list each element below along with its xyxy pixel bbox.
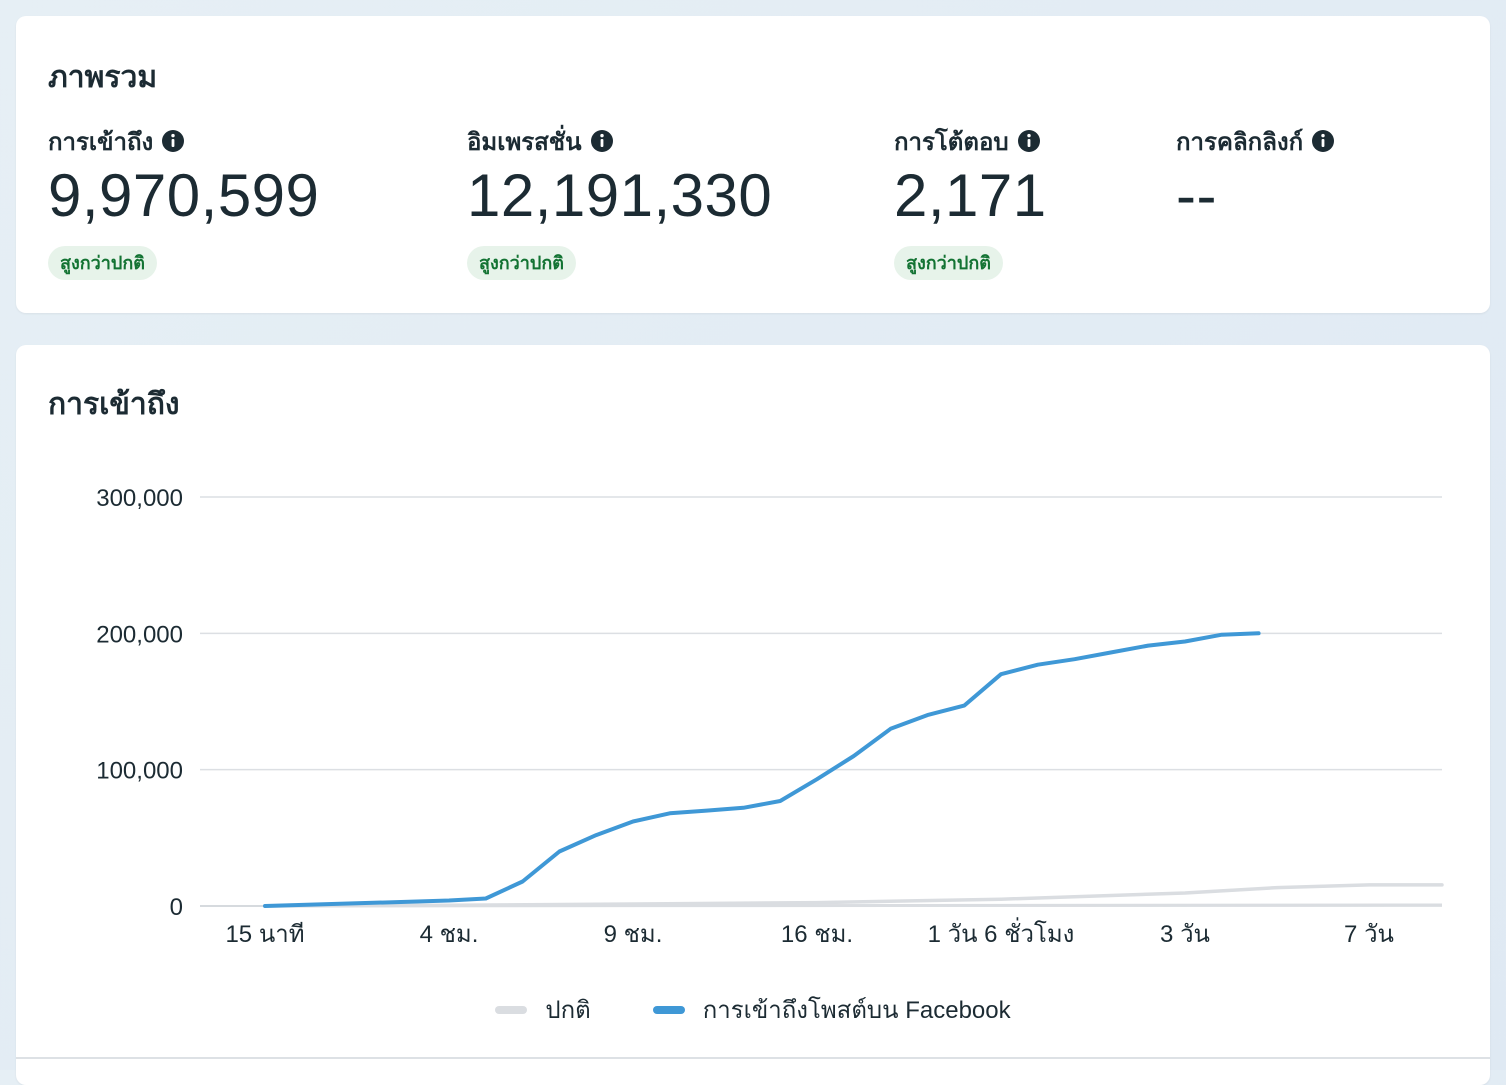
metric-link-clicks-value: -- bbox=[1176, 162, 1217, 229]
y-tick-label: 0 bbox=[170, 894, 183, 921]
metric-impressions-label-row: อิมเพรสชั่น bbox=[467, 124, 772, 158]
info-icon[interactable] bbox=[1017, 129, 1041, 153]
reach-chart-title: การเข้าถึง bbox=[48, 388, 180, 421]
legend-label-post-reach: การเข้าถึงโพสต์บน Facebook bbox=[702, 997, 1011, 1024]
reach-chart-card: การเข้าถึง 0 100,000 200,000 300,000 15 นาที… bbox=[16, 345, 1490, 1085]
metric-reach: การเข้าถึง 9,970,599 สูงกว่าปกติ bbox=[48, 124, 319, 280]
legend-swatch-baseline bbox=[495, 1005, 528, 1014]
x-tick-label: 4 ชม. bbox=[420, 921, 479, 948]
metric-engagement-value: 2,171 bbox=[894, 162, 1047, 229]
metric-link-clicks-label-row: การคลิกลิงก์ bbox=[1176, 124, 1335, 158]
card-bottom-divider bbox=[16, 1057, 1490, 1059]
series-line-post-reach bbox=[263, 631, 1261, 908]
metric-link-clicks: การคลิกลิงก์ -- bbox=[1176, 124, 1335, 230]
metric-engagement-label: การโต้ตอบ bbox=[894, 128, 1009, 156]
metric-impressions: อิมเพรสชั่น 12,191,330 สูงกว่าปกติ bbox=[467, 124, 772, 280]
legend-item-post-reach[interactable]: การเข้าถึงโพสต์บน Facebook bbox=[652, 990, 1011, 1029]
overview-title: ภาพรวม bbox=[48, 61, 158, 94]
reach-chart-svg: 0 100,000 200,000 300,000 15 นาที 4 ชม. 9 ชม. 1… bbox=[96, 485, 1444, 948]
x-tick-label: 1 วัน 6 ชั่วโมง bbox=[928, 917, 1075, 948]
x-tick-label: 9 ชม. bbox=[604, 921, 663, 948]
info-icon[interactable] bbox=[161, 129, 185, 153]
y-tick-label: 100,000 bbox=[96, 758, 183, 785]
info-icon[interactable] bbox=[590, 129, 614, 153]
legend-item-baseline[interactable]: ปกติ bbox=[495, 990, 591, 1029]
legend-label-baseline: ปกติ bbox=[545, 997, 591, 1024]
metric-reach-label: การเข้าถึง bbox=[48, 128, 154, 156]
x-tick-label: 7 วัน bbox=[1344, 921, 1394, 948]
y-tick-label: 200,000 bbox=[96, 621, 183, 648]
x-tick-label: 3 วัน bbox=[1160, 921, 1210, 948]
metric-reach-label-row: การเข้าถึง bbox=[48, 124, 319, 158]
metric-reach-badge: สูงกว่าปกติ bbox=[48, 246, 157, 280]
metric-engagement-badge: สูงกว่าปกติ bbox=[894, 246, 1003, 280]
overview-card: ภาพรวม การเข้าถึง 9,970,599 สูงกว่าปกติ … bbox=[16, 16, 1490, 313]
x-tick-label: 15 นาที bbox=[225, 921, 304, 948]
metric-engagement-label-row: การโต้ตอบ bbox=[894, 124, 1047, 158]
metric-impressions-value: 12,191,330 bbox=[467, 162, 773, 229]
chart-legend: ปกติ การเข้าถึงโพสต์บน Facebook bbox=[16, 990, 1490, 1029]
y-tick-label: 300,000 bbox=[96, 485, 183, 512]
series-line-baseline bbox=[263, 883, 1444, 908]
metric-link-clicks-label: การคลิกลิงก์ bbox=[1176, 128, 1304, 156]
metric-engagement: การโต้ตอบ 2,171 สูงกว่าปกติ bbox=[894, 124, 1047, 280]
reach-chart: 0 100,000 200,000 300,000 15 นาที 4 ชม. 9 ชม. 1… bbox=[16, 345, 1490, 1070]
info-icon[interactable] bbox=[1311, 129, 1335, 153]
metric-impressions-label: อิมเพรสชั่น bbox=[467, 128, 582, 156]
metric-impressions-badge: สูงกว่าปกติ bbox=[467, 246, 576, 280]
legend-swatch-post-reach bbox=[652, 1005, 685, 1014]
metric-reach-value: 9,970,599 bbox=[48, 162, 320, 229]
x-tick-label: 16 ชม. bbox=[781, 921, 853, 948]
